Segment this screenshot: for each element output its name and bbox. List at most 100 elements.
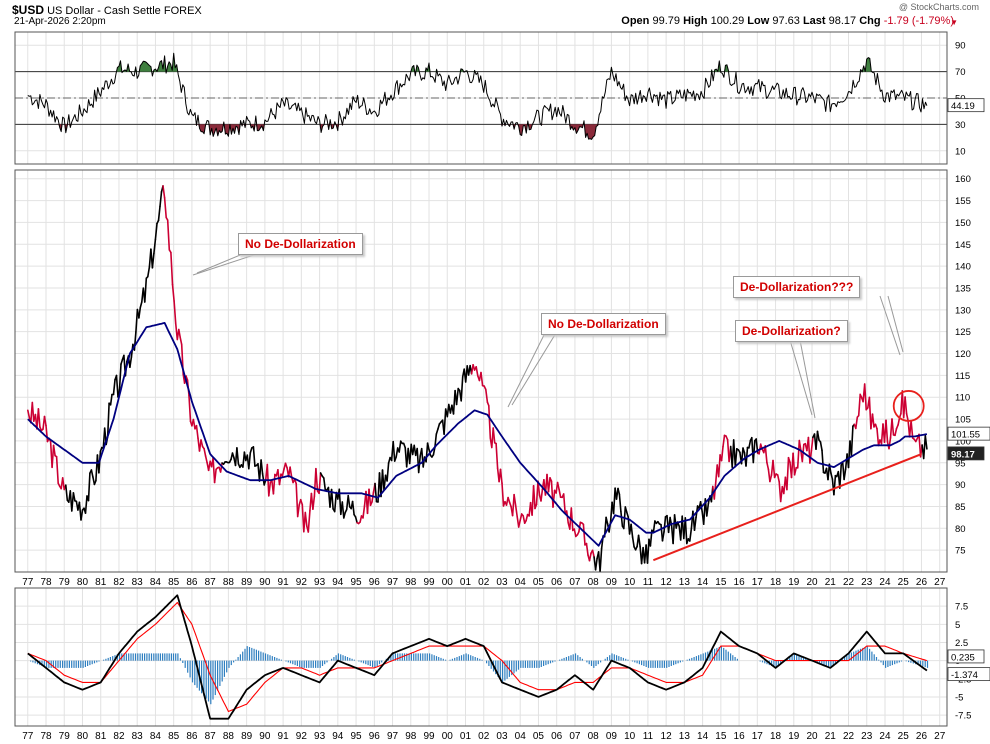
macd-histogram-bar — [376, 660, 378, 666]
macd-histogram-bar — [864, 647, 866, 661]
x-tick-label: 05 — [533, 577, 545, 588]
macd-histogram-bar — [622, 657, 624, 661]
macd-histogram-bar — [217, 660, 219, 691]
macd-histogram-bar — [360, 660, 362, 663]
macd-histogram-bar — [319, 660, 321, 668]
price-segment — [786, 456, 790, 491]
macd-histogram-bar — [66, 660, 68, 668]
macd-histogram-bar — [727, 651, 729, 661]
macd-histogram-bar — [524, 660, 526, 668]
x-tick-label: 02 — [478, 731, 490, 742]
macd-histogram-bar — [431, 654, 433, 661]
macd-histogram-bar — [527, 660, 529, 668]
macd-histogram-bar — [830, 660, 832, 668]
x-tick-label: 16 — [734, 577, 746, 588]
price-segment — [333, 491, 338, 513]
macd-histogram-bar — [479, 658, 481, 661]
macd-histogram-bar — [513, 660, 515, 674]
macd-histogram-bar — [141, 653, 143, 661]
price-segment — [637, 534, 641, 548]
macd-histogram-bar — [796, 654, 798, 661]
macd-histogram-bar — [406, 653, 408, 661]
price-segment — [347, 494, 351, 508]
price-segment — [354, 516, 358, 524]
price-segment — [625, 511, 630, 518]
exchange: FOREX — [163, 5, 202, 17]
x-tick-label: 79 — [59, 731, 71, 742]
macd-histogram-bar — [688, 658, 691, 661]
macd-histogram-bar — [645, 660, 647, 667]
price-segment — [84, 495, 88, 514]
price-segment — [558, 488, 562, 499]
macd-histogram-bar — [595, 660, 597, 666]
x-tick-label: 96 — [369, 577, 381, 588]
macd-histogram-bar — [155, 653, 157, 661]
macd-histogram-bar — [597, 660, 599, 665]
price-segment — [507, 496, 511, 504]
macd-histogram-bar — [825, 660, 827, 666]
ohlc-readout: Open 99.79 High 100.29 Low 97.63 Last 98… — [621, 15, 954, 27]
macd-histogram-bar — [80, 660, 82, 668]
macd-histogram-bar — [132, 653, 134, 661]
price-segment — [525, 513, 529, 522]
macd-histogram-bar — [235, 659, 237, 661]
macd-histogram-bar — [109, 657, 111, 661]
macd-histogram-bar — [821, 660, 823, 665]
macd-histogram-bar — [627, 659, 629, 661]
macd-histogram-bar — [531, 660, 533, 668]
price-segment — [772, 459, 776, 479]
macd-histogram-bar — [718, 647, 720, 661]
y-tick-label: 155 — [955, 196, 971, 207]
macd-histogram-bar — [732, 655, 734, 661]
price-segment — [618, 493, 622, 513]
macd-histogram-bar — [114, 655, 116, 661]
x-tick-label: 98 — [405, 731, 417, 742]
macd-histogram-bar — [233, 660, 235, 663]
price-segment — [90, 469, 94, 478]
macd-histogram-bar — [588, 660, 590, 665]
macd-histogram-bar — [908, 660, 910, 663]
price-segment — [693, 516, 697, 532]
macd-histogram-bar — [659, 660, 661, 668]
price-segment — [260, 459, 264, 475]
price-segment — [154, 222, 158, 241]
price-segment — [426, 442, 430, 451]
macd-histogram-bar — [552, 660, 554, 663]
price-segment — [513, 493, 517, 507]
x-tick-label: 77 — [22, 577, 34, 588]
price-segment — [248, 452, 252, 470]
macd-signal-line — [27, 601, 928, 713]
price-segment — [295, 482, 299, 518]
macd-histogram-bar — [764, 660, 766, 664]
price-segment — [278, 473, 282, 486]
macd-histogram-bar — [844, 657, 846, 661]
macd-histogram-bar — [255, 649, 257, 661]
macd-histogram-bar — [789, 657, 791, 661]
macd-histogram-bar — [415, 653, 417, 661]
macd-histogram-bar — [98, 660, 100, 662]
callout-pointer-4 — [879, 295, 901, 356]
macd-histogram-bar — [891, 660, 893, 666]
macd-histogram-bar — [349, 657, 351, 661]
price-segment — [138, 306, 142, 319]
macd-histogram-bar — [577, 655, 579, 661]
price-segment — [112, 378, 116, 396]
macd-histogram-bar — [321, 660, 324, 666]
x-tick-label: 99 — [423, 731, 435, 742]
price-segment — [532, 484, 536, 510]
x-tick-label: 13 — [679, 577, 691, 588]
price-segment — [480, 371, 484, 387]
macd-histogram-bar — [520, 660, 522, 668]
macd-histogram-bar — [579, 657, 581, 661]
price-segment — [374, 482, 378, 503]
macd-histogram-bar — [723, 647, 725, 661]
macd-histogram-bar — [894, 660, 896, 665]
price-segment — [144, 277, 148, 303]
price-segment — [588, 552, 592, 562]
macd-histogram-bar — [153, 653, 155, 661]
macd-histogram-bar — [162, 653, 164, 661]
macd-histogram-bar — [84, 660, 86, 667]
price-segment — [117, 388, 121, 398]
macd-histogram-bar — [365, 660, 367, 665]
macd-histogram-bar — [793, 653, 795, 661]
